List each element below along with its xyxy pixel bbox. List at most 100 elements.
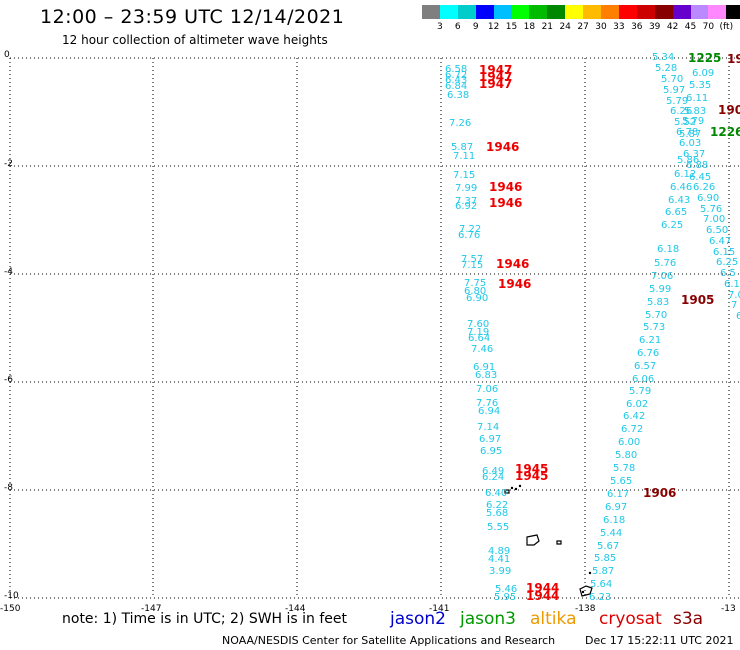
swh-value: 6.1 [724,279,740,290]
swh-value: 7.19 [467,327,489,338]
swh-value: 7.0 [728,290,740,301]
time-label: 1906 [643,486,676,500]
legend-swatch [636,5,656,19]
legend-swatch [547,5,566,19]
x-tick-label: -150 [0,604,21,614]
swh-value: 5.28 [655,63,677,74]
swh-value: 6.88 [686,160,708,171]
swh-value: 5.73 [643,322,665,333]
island-dot [581,590,585,594]
time-label: 1946 [498,277,531,291]
swh-value: 6.26 [693,182,715,193]
swh-value: 6.02 [626,399,648,410]
island-dot [510,486,514,490]
island-dot [588,571,592,575]
x-axis-ticks: -150 -147 -144 -141 -138 -13 [0,604,736,614]
satellite-label-jason2: jason2 [390,609,446,629]
legend-swatch [618,5,638,19]
swh-value: 7.37 [455,196,477,207]
swh-value: 6.64 [468,333,490,344]
legend-swatch [457,5,477,19]
swh-value: 6.17 [607,489,629,500]
swh-value: 5.34 [652,52,674,63]
swh-value: 6.78 [676,127,698,138]
swh-value: 6.65 [665,207,687,218]
x-tick-label: -147 [141,604,161,614]
legend-swatch [439,5,459,19]
swh-value: 5.78 [613,463,635,474]
legend-swatch [672,5,691,19]
time-label: 1905 [681,293,714,307]
legend-swatch [493,5,512,19]
footer-note: note: 1) Time is in UTC; 2) SWH is in fe… [62,611,348,627]
legend-label: 36 [631,22,643,32]
swh-value: 6.58 [445,64,467,75]
satellite-label-cryosat: cryosat [599,609,662,629]
legend-label: 24 [559,22,571,32]
legend-swatch [690,5,709,19]
swh-value: 6.72 [621,424,643,435]
swh-value: 6.50 [706,225,728,236]
swh-value: 6.90 [697,193,719,204]
legend-label: 27 [577,22,589,32]
legend-label: (ft) [719,22,734,32]
swh-value: 5.68 [486,508,508,519]
swh-value: 6.5 [720,268,736,279]
legend-label: 39 [648,22,661,32]
swh-value: 6.23 [589,592,611,603]
swh-value: 7.76 [476,398,498,409]
page-subtitle: 12 hour collection of altimeter wave hei… [62,33,328,47]
swh-value: 6.26 [670,106,692,117]
legend-label: 42 [666,22,679,32]
swh-value: 5.79 [666,96,688,107]
x-tick-label: -141 [429,604,449,614]
swh-value: 6.83 [475,370,497,381]
y-tick-label: -2 [4,159,13,169]
swh-value: 6.24 [482,472,504,483]
swh-value: 5.52 [674,117,696,128]
swh-value: 6.97 [605,502,627,513]
swh-value: 4.89 [488,546,510,557]
swh-value: 6.45 [689,172,711,183]
swh-value: 6.09 [692,68,714,79]
legend-swatch [422,5,441,19]
legend-label: 21 [541,22,554,32]
swh-value: 7.06 [476,384,498,395]
swh-value: 6 [736,311,740,322]
legend-swatch [475,5,495,19]
island-outline [504,489,510,494]
swh-value: 5.35 [689,80,711,91]
swh-value: 6.12 [674,169,696,180]
swh-value: 7.06 [651,271,673,282]
swh-value: 5.99 [649,284,671,295]
swh-value: 5.97 [663,85,685,96]
swh-value: 6.42 [623,411,645,422]
swh-value: 6.15 [713,247,735,258]
time-label: 1947 [479,70,512,84]
time-label: 19 [727,52,740,66]
swh-value: 5.46 [495,584,517,595]
swh-value: 5.85 [594,553,616,564]
legend-label: 70 [702,22,715,32]
time-label: 1944 [526,589,559,603]
y-tick-label: -6 [4,375,13,385]
legend-swatch [565,5,584,19]
swh-value: 7 [731,300,737,311]
swh-value: 5.55 [487,522,509,533]
swh-value: 6.18 [657,244,679,255]
swh-value: 6.95 [480,446,502,457]
legend-swatch [529,5,548,19]
x-tick-label: -138 [575,604,596,614]
y-tick-label: -10 [4,591,19,601]
y-tick-label: -4 [4,267,13,277]
swh-value: 6.25 [661,220,683,231]
legend-swatch [601,5,620,19]
legend-label: 3 [437,22,443,32]
swh-value: 5.87 [451,142,473,153]
swh-value: 6.11 [686,93,708,104]
swh-value: 6.43 [445,75,467,86]
time-label: 1946 [489,180,522,194]
time-label: 1226 [710,125,740,139]
swh-value: 6.21 [639,335,661,346]
